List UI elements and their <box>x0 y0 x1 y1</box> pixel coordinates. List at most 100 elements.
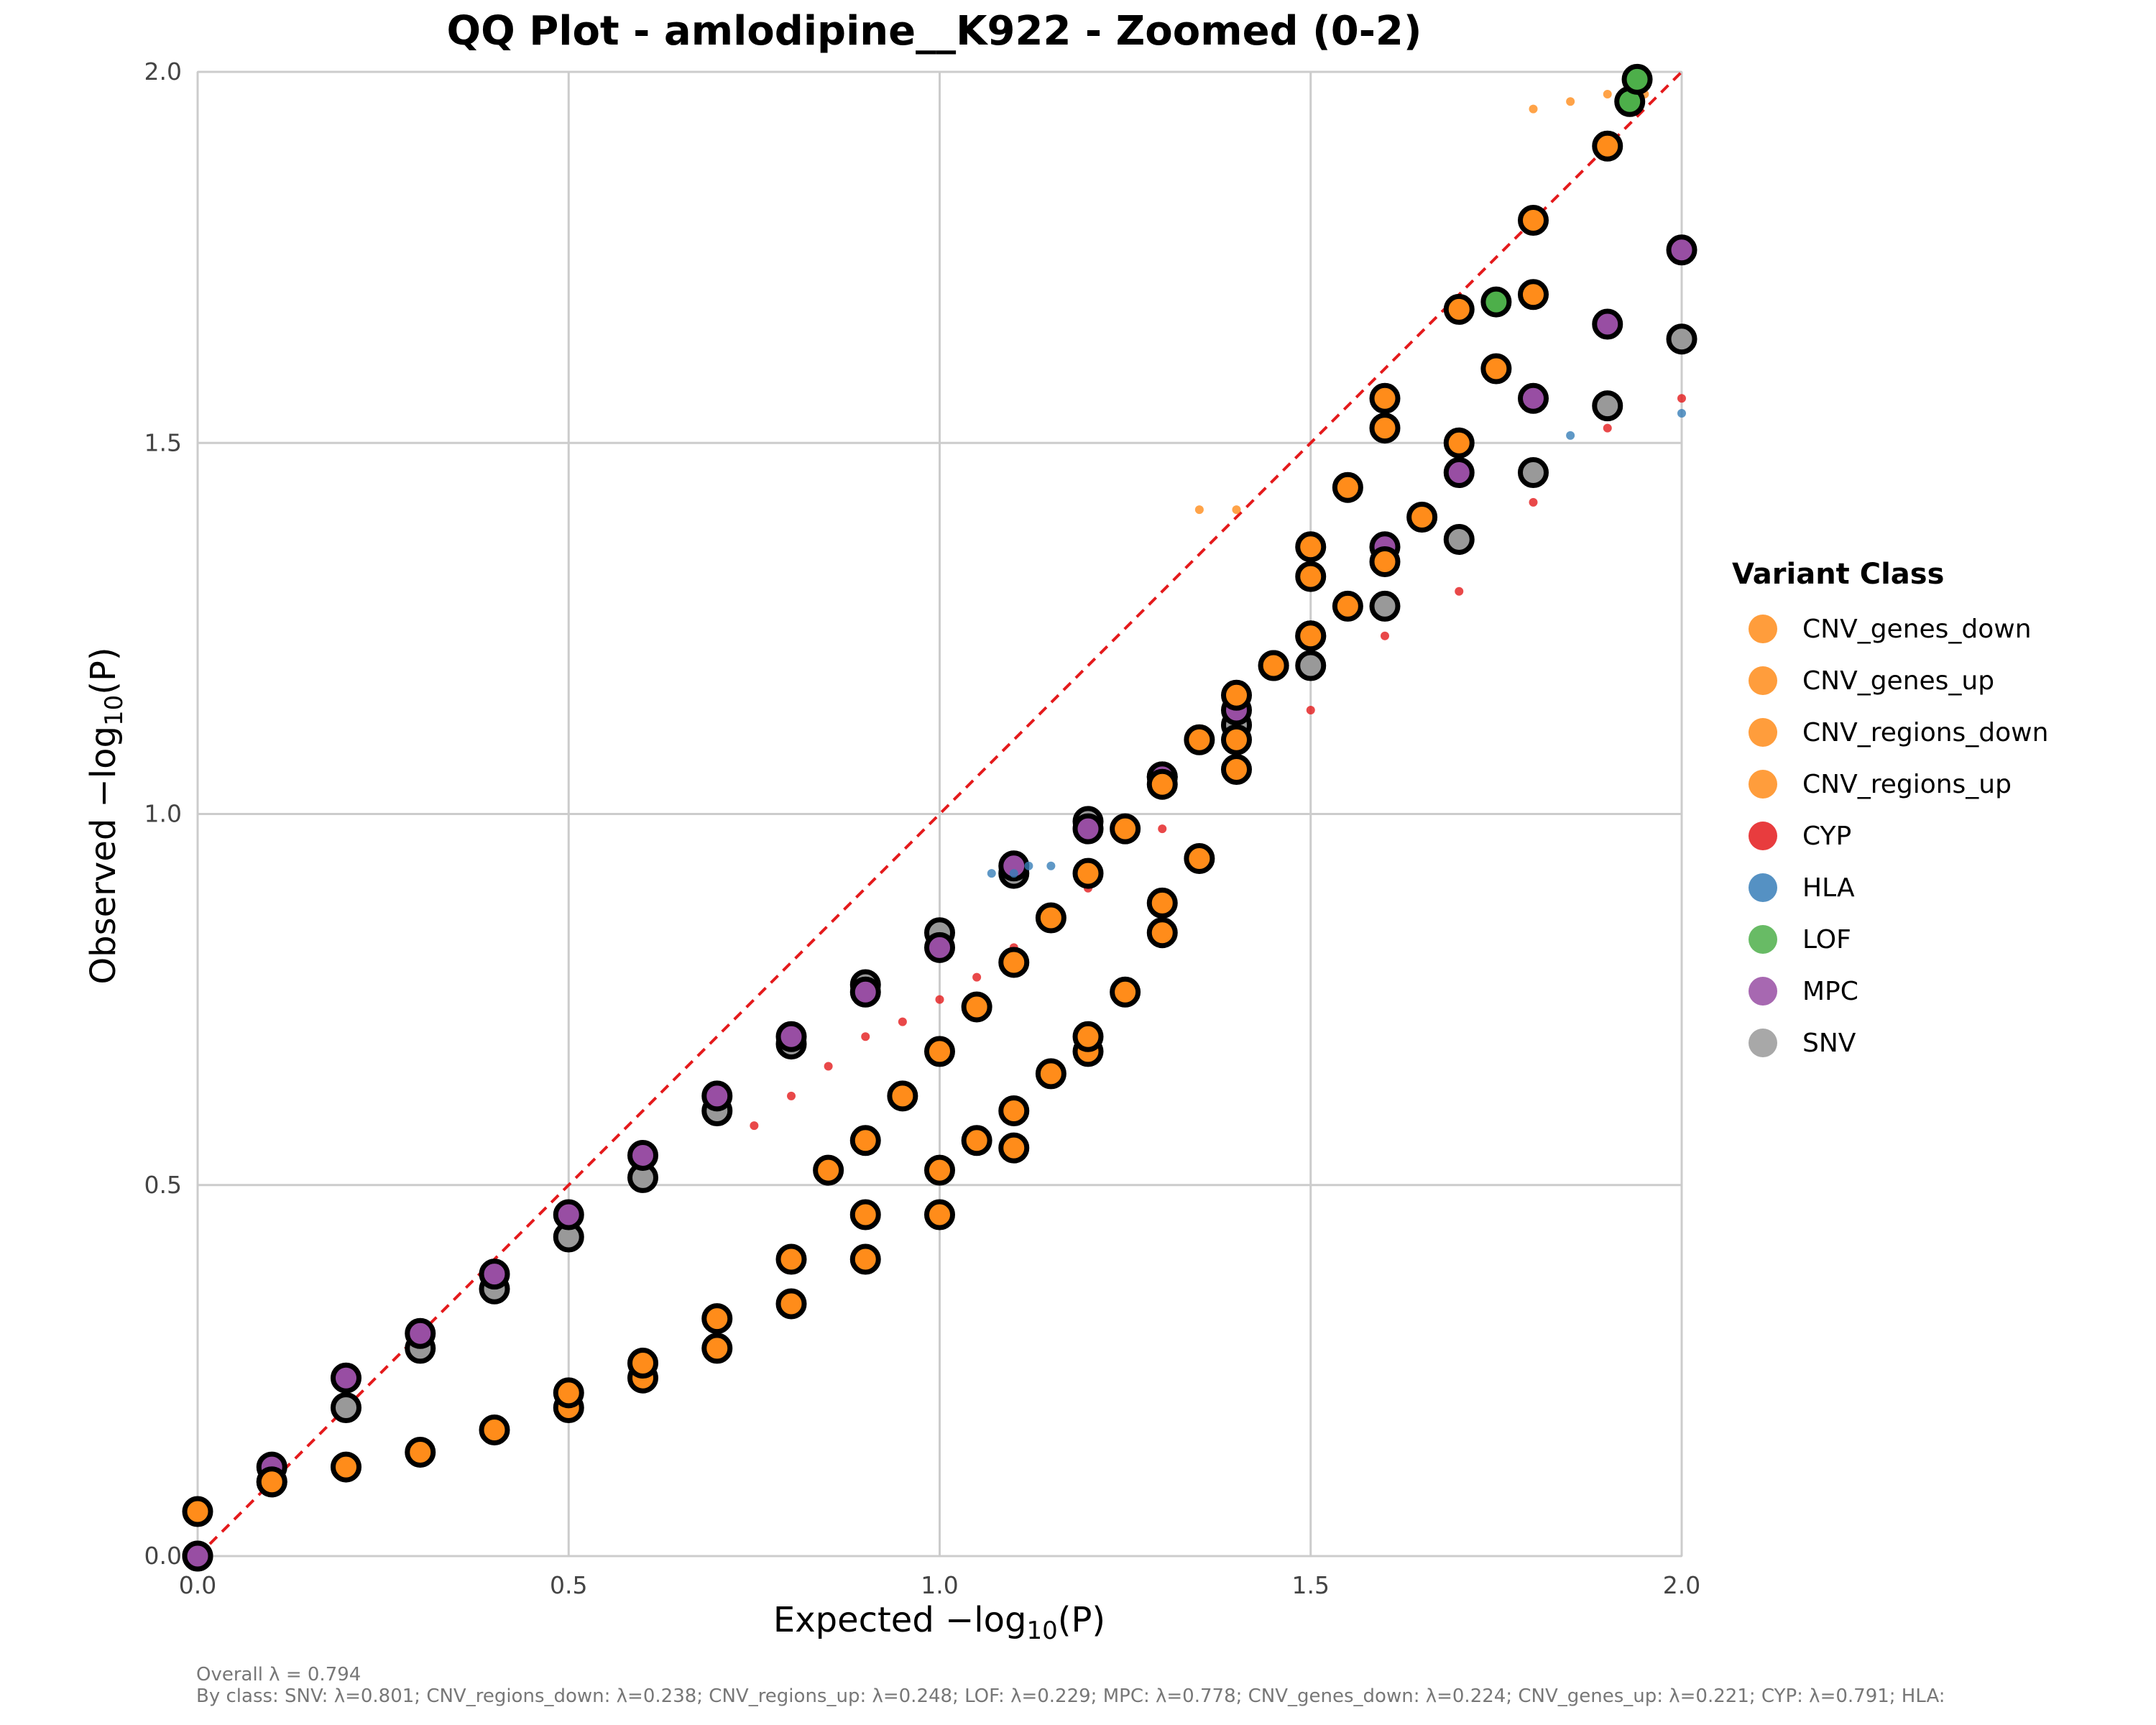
y-tick-label: 0.0 <box>144 1542 182 1570</box>
point-CNV_regions_down <box>1035 1058 1067 1090</box>
point-HLA <box>1677 408 1686 418</box>
point-CNV_regions_up <box>1592 130 1623 162</box>
point-CNV_regions_down <box>553 1377 584 1409</box>
point-CNV_regions_down <box>1110 976 1141 1008</box>
point-MPC <box>1592 308 1623 340</box>
point-CNV_regions_down <box>849 1199 881 1230</box>
legend-title: Variant Class <box>1732 558 1944 591</box>
point-CYP <box>898 1017 907 1026</box>
legend-marker <box>1749 718 1777 747</box>
legend-label: CNV_regions_down <box>1802 718 2048 748</box>
point-CNV_genes_up <box>1184 724 1215 755</box>
footnotes: Overall λ = 0.794 By class: SNV: λ=0.801… <box>196 1664 1945 1707</box>
point-HLA <box>1566 431 1575 440</box>
point-CYP <box>1529 497 1538 507</box>
point-CNV_genes_up <box>849 1125 881 1156</box>
legend-marker <box>1749 770 1777 799</box>
point-CNV_regions_down <box>627 1348 658 1379</box>
point-CYP <box>1381 631 1389 640</box>
x-tick-label: 0.0 <box>179 1571 216 1599</box>
point-CNV_genes_up <box>1072 857 1104 889</box>
point-MPC <box>331 1362 361 1394</box>
point-CNV_genes_up <box>1332 590 1363 622</box>
legend-label: CNV_genes_down <box>1802 615 2032 644</box>
point-CNV_genes_down <box>1232 505 1241 515</box>
point-CNV_regions_down <box>1184 842 1215 874</box>
legend: Variant Class CNV_genes_down CNV_genes_up… <box>1732 558 2048 1058</box>
point-CNV_regions_up <box>256 1466 287 1498</box>
point-CNV_regions_down <box>1295 561 1327 592</box>
legend-label: CNV_genes_up <box>1802 666 1994 696</box>
point-CNV_genes_up <box>1295 620 1327 652</box>
point-MPC <box>1443 457 1475 489</box>
class-lambda-note: By class: SNV: λ=0.801; CNV_regions_down… <box>196 1685 1945 1707</box>
point-CNV_genes_up <box>1443 427 1475 459</box>
point-MPC <box>479 1259 510 1290</box>
point-CNV_genes_up <box>1110 813 1141 845</box>
point-CNV_genes_up <box>1518 279 1549 310</box>
x-axis-ticks: 0.0 0.5 1.0 1.5 2.0 <box>179 1571 1700 1599</box>
point-CNV_regions_up <box>775 1288 807 1320</box>
point-CNV_regions_down <box>701 1303 733 1335</box>
point-HLA <box>1046 861 1056 870</box>
point-CNV_regions_up <box>1369 382 1401 414</box>
point-SNV <box>331 1392 361 1423</box>
point-CYP <box>824 1062 833 1071</box>
point-SNV <box>1369 590 1401 622</box>
point-CYP <box>1455 586 1464 596</box>
point-CYP <box>1603 423 1612 433</box>
point-CNV_genes_up <box>1035 902 1067 934</box>
legend-marker <box>1749 822 1777 850</box>
chart-title: QQ Plot - amlodipine__K922 - Zoomed (0-2… <box>447 8 1422 55</box>
point-CYP <box>935 995 944 1004</box>
point-CNV_genes_up <box>924 1036 955 1067</box>
point-CNV_regions_down <box>1332 472 1363 503</box>
point-MPC <box>1666 234 1697 266</box>
point-SNV <box>1443 523 1475 555</box>
legend-marker <box>1749 925 1777 954</box>
plot-frame <box>197 71 1682 1557</box>
point-MPC <box>182 1540 213 1572</box>
legend-label: LOF <box>1802 925 1851 954</box>
point-CYP <box>861 1032 870 1041</box>
point-CNV_genes_up <box>1258 650 1289 681</box>
point-SNV <box>1666 323 1697 355</box>
x-tick-label: 0.5 <box>550 1571 587 1599</box>
y-tick-label: 1.0 <box>144 800 182 828</box>
point-CNV_regions_up <box>479 1414 510 1445</box>
x-tick-label: 1.0 <box>921 1571 958 1599</box>
point-SNV <box>1295 650 1327 681</box>
point-CNV_regions_up <box>924 1199 955 1230</box>
y-tick-label: 1.5 <box>144 428 182 456</box>
point-CNV_regions_down <box>1146 917 1178 949</box>
point-MPC <box>924 932 955 963</box>
x-tick-label: 2.0 <box>1663 1571 1700 1599</box>
legend-label: CYP <box>1802 822 1851 851</box>
reference-line <box>196 70 1683 1558</box>
point-CNV_genes_up <box>1480 353 1512 385</box>
legend-marker <box>1749 666 1777 695</box>
point-CNV_regions_up <box>849 1243 881 1275</box>
point-CYP <box>750 1121 759 1131</box>
legend-label: SNV <box>1802 1029 1856 1058</box>
point-CNV_regions_up <box>1221 724 1252 755</box>
point-CNV_genes_up <box>1369 546 1401 577</box>
point-CNV_genes_up <box>887 1080 918 1112</box>
point-CNV_regions_down <box>1221 754 1252 786</box>
point-LOF <box>1480 286 1512 318</box>
point-LOF <box>1621 63 1653 95</box>
y-axis-ticks: 0.0 0.5 1.0 1.5 2.0 <box>144 58 182 1570</box>
point-SNV <box>1518 457 1549 489</box>
legend-marker <box>1749 873 1777 902</box>
x-tick-label: 1.5 <box>1292 1571 1330 1599</box>
point-CNV_genes_down <box>1603 89 1612 98</box>
point-CNV_regions_up <box>331 1451 361 1483</box>
y-axis-label: Observed −log10(P) <box>83 647 129 984</box>
point-CYP <box>787 1091 796 1100</box>
y-tick-label: 2.0 <box>144 58 182 86</box>
point-CNV_regions_down <box>1072 1021 1104 1052</box>
point-MPC <box>553 1199 584 1230</box>
point-HLA <box>1024 861 1033 870</box>
point-CYP <box>972 972 982 982</box>
